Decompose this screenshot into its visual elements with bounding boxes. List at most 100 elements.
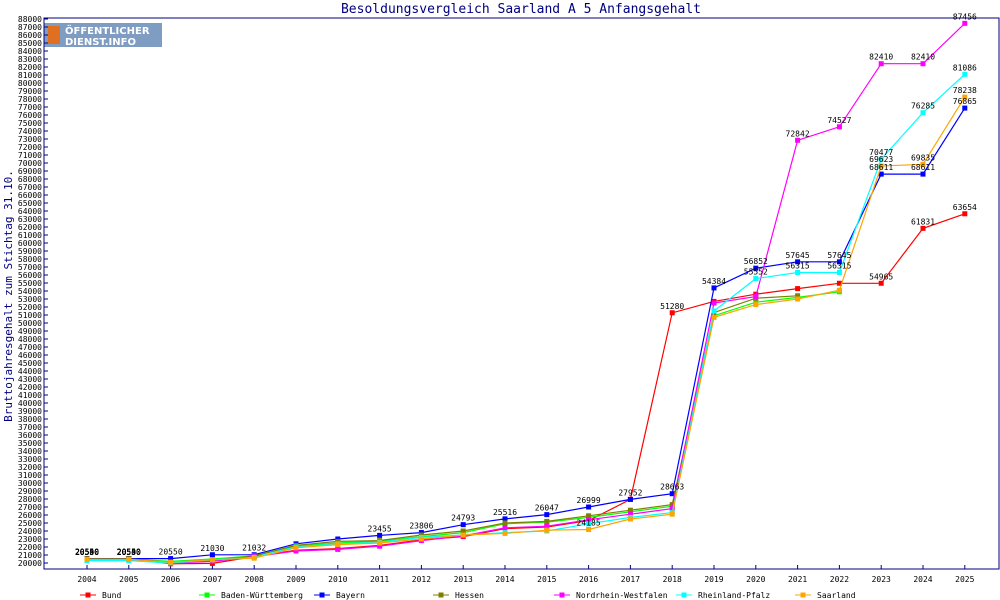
legend-marker [438, 592, 444, 598]
y-tick-label: 51000 [18, 311, 42, 320]
data-point [586, 513, 592, 519]
data-label: 20550 [117, 548, 141, 557]
data-label: 82410 [911, 53, 935, 62]
data-point [544, 527, 550, 533]
data-label: 76865 [953, 97, 977, 106]
legend-marker [681, 592, 687, 598]
data-point [335, 546, 341, 552]
y-tick-label: 46000 [18, 351, 42, 360]
data-label: 20500 [75, 548, 99, 557]
data-point [627, 516, 633, 522]
data-point [962, 94, 968, 100]
legend-item: Bund [80, 591, 121, 600]
data-point [502, 520, 508, 526]
y-tick-label: 27000 [18, 503, 42, 512]
data-point [126, 556, 132, 562]
data-label: 24185 [577, 519, 601, 528]
x-axis: 2004 2005 2006 2007 2008 2009 2010 2011 2012 2013… [77, 565, 975, 584]
y-tick-label: 56000 [18, 271, 42, 280]
data-point [586, 504, 592, 510]
legend-item: Bayern [314, 591, 365, 600]
data-point [711, 300, 717, 306]
data-point [795, 269, 801, 275]
y-tick-label: 52000 [18, 303, 42, 312]
y-tick-label: 49000 [18, 327, 42, 336]
data-point [377, 540, 383, 546]
data-point [168, 559, 174, 565]
data-point [920, 110, 926, 116]
x-tick-label: 2006 [161, 575, 180, 584]
y-tick-label: 31000 [18, 471, 42, 480]
y-tick-label: 60000 [18, 239, 42, 248]
legend-label: Saarland [817, 591, 856, 600]
data-point [586, 521, 592, 527]
data-point [878, 61, 884, 67]
legend-marker [319, 592, 325, 598]
y-tick-label: 83000 [18, 55, 42, 64]
data-point [962, 105, 968, 111]
data-point [962, 71, 968, 77]
y-tick-label: 53000 [18, 295, 42, 304]
data-point [627, 507, 633, 513]
x-tick-label: 2019 [704, 575, 723, 584]
data-point [502, 525, 508, 531]
x-tick-label: 2015 [537, 575, 556, 584]
data-point [669, 511, 675, 517]
x-tick-label: 2012 [412, 575, 431, 584]
series-3 [84, 293, 801, 565]
legend-label: Baden-Württemberg [221, 591, 303, 600]
y-tick-label: 50000 [18, 319, 42, 328]
x-tick-label: 2010 [328, 575, 347, 584]
data-point [335, 542, 341, 548]
data-label: 23455 [368, 524, 392, 533]
data-labels: 20540 20540 51280 54965 61831 63654 20500 20500… [75, 12, 977, 557]
x-tick-label: 2023 [872, 575, 891, 584]
series-line [87, 213, 965, 565]
data-point [586, 517, 592, 523]
y-tick-label: 54000 [18, 287, 42, 296]
data-point [920, 171, 926, 177]
chart-title: Besoldungsvergleich Saarland A 5 Anfangs… [341, 2, 701, 17]
y-tick-label: 39000 [18, 407, 42, 416]
series-lines [84, 20, 968, 567]
y-tick-label: 26000 [18, 511, 42, 520]
y-tick-label: 77000 [18, 103, 42, 112]
logo-line-2: DIENST.INFO [65, 37, 136, 48]
data-point [669, 506, 675, 512]
data-point [544, 523, 550, 529]
data-point [836, 280, 842, 286]
y-tick-label: 74000 [18, 127, 42, 136]
data-point [836, 124, 842, 130]
legend-marker [800, 592, 806, 598]
data-label: 76285 [911, 102, 935, 111]
data-point [836, 287, 842, 293]
y-tick-label: 80000 [18, 79, 42, 88]
data-point [878, 171, 884, 177]
data-point [168, 556, 174, 562]
data-point [460, 522, 466, 528]
data-label: 20540 [117, 548, 141, 557]
y-tick-label: 29000 [18, 487, 42, 496]
data-point [209, 557, 215, 563]
y-tick-label: 59000 [18, 247, 42, 256]
data-label: 82410 [869, 53, 893, 62]
data-point [377, 543, 383, 549]
series-2 [84, 105, 968, 562]
data-label: 51280 [660, 302, 684, 311]
data-label: 87456 [953, 12, 977, 21]
series-5 [84, 71, 968, 566]
series-6 [84, 94, 968, 565]
legend-label: Nordrhein-Westfalen [576, 591, 668, 600]
data-point [795, 137, 801, 143]
y-tick-label: 63000 [18, 215, 42, 224]
data-point [544, 518, 550, 524]
logo-line-1: ÖFFENTLICHER [65, 23, 150, 37]
x-tick-label: 2016 [579, 575, 598, 584]
legend-label: Hessen [455, 591, 484, 600]
data-point [795, 259, 801, 265]
data-point [669, 491, 675, 497]
data-point [711, 285, 717, 291]
y-tick-label: 72000 [18, 143, 42, 152]
data-point [460, 528, 466, 534]
data-point [502, 530, 508, 536]
